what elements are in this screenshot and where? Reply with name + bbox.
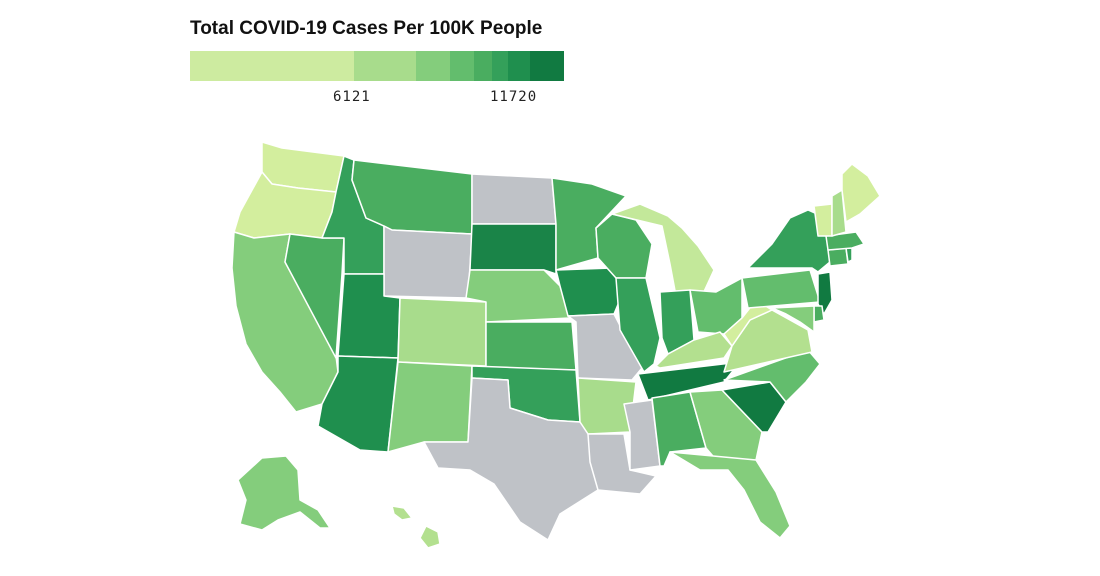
- state-hi-small-islands[interactable]: [391, 505, 413, 521]
- legend-bin: [450, 51, 474, 81]
- state-pa[interactable]: [741, 269, 821, 309]
- contiguous-states: [231, 141, 881, 541]
- state-ct[interactable]: [827, 247, 849, 267]
- legend-bin: [492, 51, 508, 81]
- state-de[interactable]: [813, 305, 825, 323]
- state-wv[interactable]: [723, 299, 773, 347]
- state-md[interactable]: [771, 305, 815, 333]
- legend-bin: [416, 51, 450, 81]
- state-nj[interactable]: [817, 271, 833, 315]
- state-vt[interactable]: [813, 203, 833, 237]
- state-wy[interactable]: [383, 225, 473, 299]
- legend-tick-label: 11720: [490, 89, 538, 105]
- non-contiguous-states: [237, 455, 441, 549]
- legend-tick-label: 6121: [333, 89, 371, 105]
- state-ar[interactable]: [577, 377, 637, 435]
- state-ak[interactable]: [237, 455, 331, 531]
- state-ky[interactable]: [655, 331, 733, 369]
- state-mi[interactable]: [611, 203, 715, 297]
- legend-bin: [530, 51, 564, 81]
- state-la[interactable]: [587, 433, 657, 495]
- state-sd[interactable]: [469, 223, 557, 275]
- legend-title: Total COVID-19 Cases Per 100K People: [190, 18, 543, 39]
- legend-bin: [474, 51, 492, 81]
- state-hi[interactable]: [419, 525, 441, 549]
- state-ne[interactable]: [465, 269, 571, 323]
- state-nh[interactable]: [831, 189, 847, 237]
- color-legend: [190, 51, 564, 81]
- state-co[interactable]: [397, 297, 487, 367]
- state-mo[interactable]: [567, 313, 643, 381]
- state-fl[interactable]: [669, 451, 791, 539]
- state-ma[interactable]: [825, 231, 865, 251]
- legend-bin: [354, 51, 416, 81]
- state-ks[interactable]: [485, 321, 577, 371]
- state-il[interactable]: [615, 277, 661, 373]
- state-tn[interactable]: [637, 361, 741, 401]
- legend-bin: [508, 51, 530, 81]
- state-me[interactable]: [841, 163, 881, 223]
- state-tx[interactable]: [423, 377, 599, 541]
- state-nd[interactable]: [471, 173, 557, 225]
- state-sc[interactable]: [721, 381, 787, 433]
- state-nm[interactable]: [387, 361, 473, 453]
- legend-bin: [190, 51, 354, 81]
- state-ms[interactable]: [623, 399, 661, 471]
